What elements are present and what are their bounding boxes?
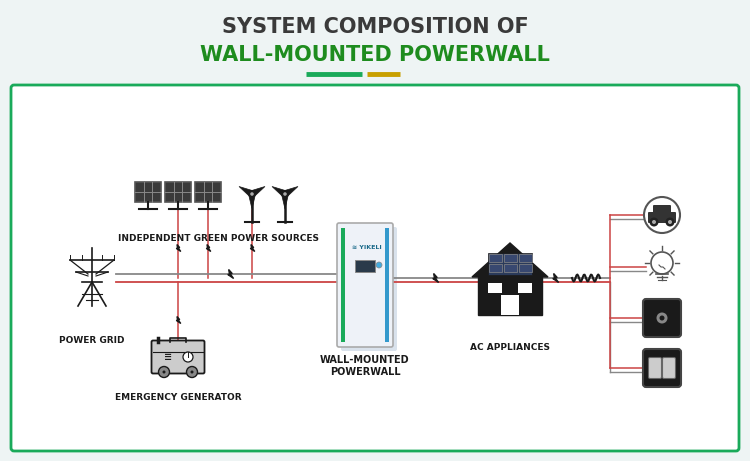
Bar [519, 264, 532, 272]
Bar [135, 182, 161, 202]
FancyBboxPatch shape [643, 349, 681, 387]
Text: SYSTEM COMPOSITION OF: SYSTEM COMPOSITION OF [222, 17, 528, 37]
Text: ≡: ≡ [164, 352, 172, 362]
Circle shape [652, 220, 656, 224]
Circle shape [651, 252, 673, 274]
FancyBboxPatch shape [337, 223, 393, 347]
Bar [341, 228, 345, 342]
Polygon shape [248, 194, 256, 209]
Text: ≋ YIKELI: ≋ YIKELI [352, 244, 382, 249]
Bar [478, 277, 542, 315]
Polygon shape [472, 243, 548, 277]
Text: POWER GRID: POWER GRID [59, 336, 124, 344]
FancyBboxPatch shape [341, 227, 397, 351]
Polygon shape [239, 187, 254, 197]
FancyBboxPatch shape [11, 85, 739, 451]
Circle shape [158, 366, 170, 378]
Polygon shape [251, 244, 255, 252]
Circle shape [190, 371, 194, 373]
Polygon shape [176, 317, 181, 324]
Polygon shape [251, 187, 265, 197]
Bar [165, 182, 191, 202]
Polygon shape [281, 194, 289, 209]
Polygon shape [228, 270, 233, 278]
Circle shape [668, 220, 672, 224]
Circle shape [659, 315, 664, 320]
FancyBboxPatch shape [152, 341, 205, 373]
Bar [504, 254, 517, 262]
Circle shape [665, 218, 674, 226]
Text: WALL-MOUNTED: WALL-MOUNTED [320, 355, 410, 365]
Text: POWERWALL: POWERWALL [330, 367, 400, 377]
Bar [385, 228, 389, 342]
FancyBboxPatch shape [649, 357, 662, 378]
Circle shape [644, 197, 680, 233]
Text: EMERGENCY GENERATOR: EMERGENCY GENERATOR [115, 392, 242, 402]
Bar [504, 264, 517, 272]
Bar [488, 253, 532, 275]
FancyBboxPatch shape [648, 212, 676, 223]
Circle shape [183, 352, 193, 362]
Bar [355, 260, 375, 272]
Circle shape [250, 191, 254, 196]
Text: WALL-MOUNTED POWERWALL: WALL-MOUNTED POWERWALL [200, 45, 550, 65]
Polygon shape [176, 244, 181, 252]
Circle shape [650, 218, 658, 226]
Polygon shape [284, 187, 298, 197]
Bar [519, 254, 532, 262]
FancyBboxPatch shape [662, 357, 676, 378]
Text: AC APPLIANCES: AC APPLIANCES [470, 343, 550, 351]
Text: INDEPENDENT GREEN POWER SOURCES: INDEPENDENT GREEN POWER SOURCES [118, 234, 319, 242]
Bar [501, 295, 519, 315]
Circle shape [376, 262, 382, 268]
Polygon shape [553, 273, 559, 283]
FancyBboxPatch shape [643, 299, 681, 337]
Circle shape [163, 371, 166, 373]
Circle shape [283, 191, 287, 196]
Bar [489, 264, 502, 272]
Circle shape [187, 366, 197, 378]
Bar [489, 254, 502, 262]
Circle shape [656, 313, 668, 324]
Bar [518, 283, 532, 293]
Bar [195, 182, 221, 202]
Polygon shape [433, 273, 439, 283]
FancyBboxPatch shape [653, 205, 671, 216]
Polygon shape [272, 187, 286, 197]
Polygon shape [206, 244, 211, 252]
Bar [488, 283, 502, 293]
